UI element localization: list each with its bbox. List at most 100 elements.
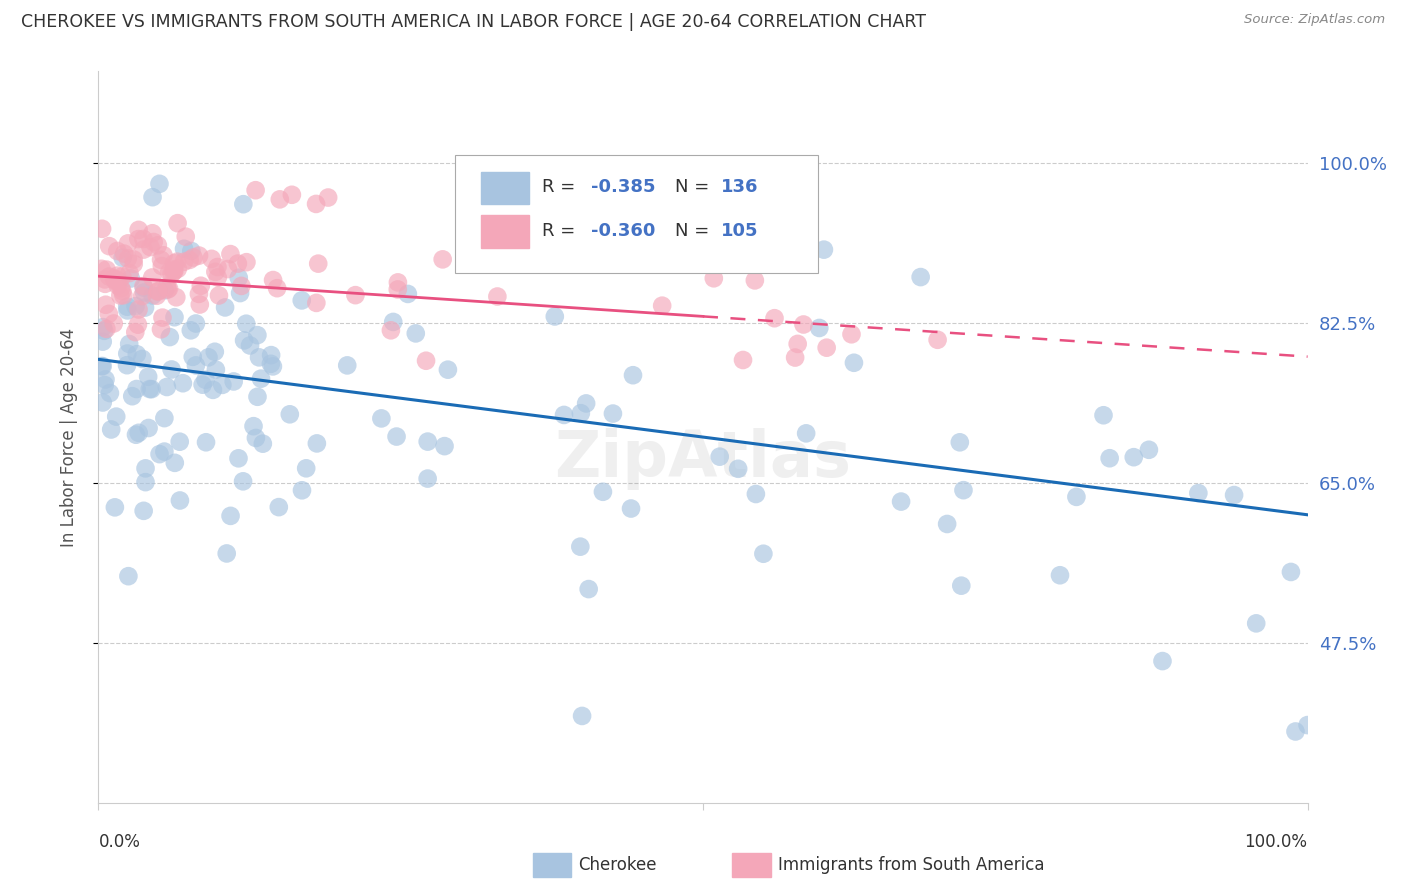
- Point: [336, 359, 359, 373]
- Point: [152, 248, 174, 262]
- Point: [785, 351, 807, 365]
- Point: [127, 232, 149, 246]
- Point: [278, 407, 301, 421]
- Point: [169, 434, 191, 449]
- Text: 0.0%: 0.0%: [98, 833, 141, 851]
- Point: [949, 435, 972, 450]
- Point: [1098, 451, 1121, 466]
- Point: [111, 284, 134, 298]
- Point: [98, 269, 121, 284]
- FancyBboxPatch shape: [533, 854, 571, 877]
- Point: [91, 320, 114, 334]
- FancyBboxPatch shape: [456, 155, 818, 273]
- Point: [156, 380, 179, 394]
- Point: [305, 197, 328, 211]
- Point: [172, 376, 194, 391]
- Point: [93, 378, 115, 392]
- Point: [131, 289, 153, 303]
- Point: [139, 382, 162, 396]
- Point: [94, 277, 117, 291]
- Point: [1284, 724, 1306, 739]
- FancyBboxPatch shape: [733, 854, 770, 877]
- Point: [219, 508, 242, 523]
- Point: [169, 493, 191, 508]
- Point: [128, 425, 150, 440]
- Point: [191, 377, 214, 392]
- Text: Cherokee: Cherokee: [578, 856, 657, 874]
- Point: [135, 461, 157, 475]
- Point: [110, 281, 132, 295]
- Point: [118, 266, 141, 280]
- Point: [197, 351, 219, 365]
- Point: [188, 249, 211, 263]
- Point: [179, 252, 201, 267]
- Point: [267, 500, 290, 515]
- Point: [396, 287, 419, 301]
- Point: [163, 256, 186, 270]
- Point: [173, 242, 195, 256]
- Point: [936, 516, 959, 531]
- Text: Immigrants from South America: Immigrants from South America: [778, 856, 1045, 874]
- Point: [184, 317, 207, 331]
- Point: [260, 357, 283, 371]
- Point: [139, 240, 162, 254]
- Point: [786, 337, 808, 351]
- Point: [132, 232, 155, 246]
- Point: [134, 301, 156, 315]
- Point: [219, 247, 242, 261]
- Point: [211, 377, 233, 392]
- Point: [152, 310, 174, 325]
- Point: [166, 261, 188, 276]
- Point: [229, 286, 252, 301]
- Point: [159, 330, 181, 344]
- Y-axis label: In Labor Force | Age 20-64: In Labor Force | Age 20-64: [59, 327, 77, 547]
- Point: [890, 494, 912, 508]
- FancyBboxPatch shape: [481, 171, 529, 203]
- Point: [763, 311, 786, 326]
- Point: [201, 383, 224, 397]
- Point: [569, 540, 592, 554]
- Point: [115, 358, 138, 372]
- Point: [207, 260, 229, 274]
- Point: [233, 334, 256, 348]
- Point: [235, 255, 257, 269]
- Text: R =: R =: [543, 222, 581, 240]
- Point: [141, 190, 163, 204]
- Point: [96, 322, 118, 336]
- Point: [195, 435, 218, 450]
- Point: [242, 419, 264, 434]
- Point: [91, 221, 114, 235]
- Point: [571, 709, 593, 723]
- Point: [245, 431, 267, 445]
- Point: [118, 337, 141, 351]
- Point: [163, 310, 186, 325]
- Point: [142, 235, 165, 249]
- Point: [752, 547, 775, 561]
- Point: [1066, 490, 1088, 504]
- Point: [744, 273, 766, 287]
- Point: [150, 252, 173, 267]
- Point: [226, 256, 249, 270]
- Point: [204, 265, 226, 279]
- Point: [91, 334, 114, 349]
- Point: [808, 321, 831, 335]
- Text: R =: R =: [543, 178, 581, 196]
- Point: [235, 317, 257, 331]
- Point: [217, 262, 239, 277]
- Point: [295, 461, 318, 475]
- Point: [97, 307, 120, 321]
- Point: [117, 252, 139, 266]
- Point: [156, 280, 179, 294]
- Point: [136, 369, 159, 384]
- Point: [120, 271, 142, 285]
- Point: [111, 251, 134, 265]
- Point: [112, 246, 135, 260]
- Point: [316, 190, 339, 204]
- Point: [163, 262, 186, 277]
- Point: [291, 293, 314, 308]
- Point: [150, 259, 173, 273]
- Point: [142, 288, 165, 302]
- Point: [592, 484, 614, 499]
- Point: [602, 407, 624, 421]
- Point: [115, 300, 138, 314]
